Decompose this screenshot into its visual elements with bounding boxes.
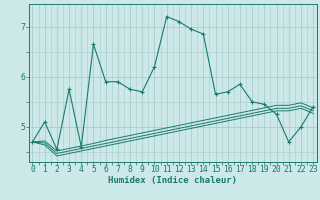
X-axis label: Humidex (Indice chaleur): Humidex (Indice chaleur) xyxy=(108,176,237,185)
